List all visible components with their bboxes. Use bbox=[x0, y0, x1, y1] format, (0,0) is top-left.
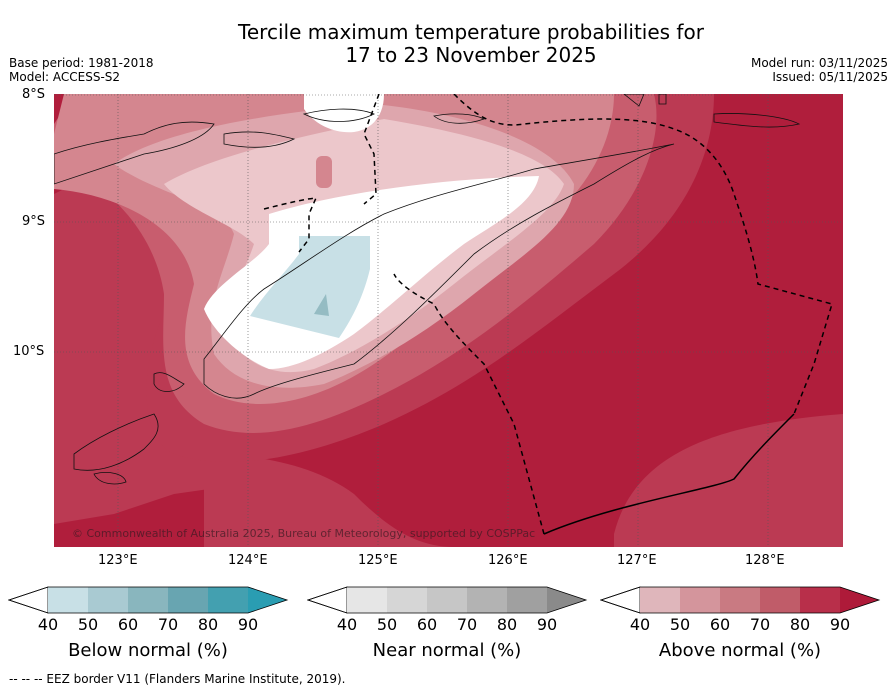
eez-footnote: -- -- -- EEZ border V11 (Flanders Marine… bbox=[9, 672, 346, 686]
cb-near-swatch-3 bbox=[427, 587, 467, 613]
lat-label-10s: 10°S bbox=[13, 344, 45, 359]
cb-below-tick-40: 40 bbox=[37, 615, 59, 634]
cb-below-title: Below normal (%) bbox=[68, 640, 228, 661]
cb-near-swatch-1 bbox=[347, 587, 387, 613]
cb-above-tick-60: 60 bbox=[709, 615, 731, 634]
cb-above-tick-90: 90 bbox=[829, 615, 851, 634]
cb-near-swatch-2 bbox=[387, 587, 427, 613]
colorbar-above bbox=[600, 586, 881, 614]
cb-below-swatch-3 bbox=[128, 587, 168, 613]
cb-below-swatch-6 bbox=[248, 587, 287, 613]
lon-label-128: 128°E bbox=[745, 553, 785, 568]
zone-pocket-60 bbox=[316, 156, 332, 188]
model-run: Model run: 03/11/2025 bbox=[750, 56, 888, 70]
zone-top-white bbox=[304, 94, 384, 133]
lon-label-124: 124°E bbox=[228, 553, 268, 568]
cb-below-swatch-1 bbox=[48, 587, 88, 613]
lon-label-125: 125°E bbox=[358, 553, 398, 568]
lat-label-8s: 8°S bbox=[22, 87, 46, 102]
cb-near-swatch-5 bbox=[507, 587, 547, 613]
zone-below-50 bbox=[250, 236, 370, 338]
cb-near-swatch-4 bbox=[467, 587, 507, 613]
cb-below-swatch-4 bbox=[168, 587, 208, 613]
zone-below-60 bbox=[314, 294, 329, 316]
cb-above-tick-40: 40 bbox=[629, 615, 651, 634]
cb-below-swatch-2 bbox=[88, 587, 128, 613]
cb-below-tick-60: 60 bbox=[117, 615, 139, 634]
cb-near-tick-90: 90 bbox=[536, 615, 558, 634]
model-name: Model: ACCESS-S2 bbox=[9, 70, 121, 84]
copyright-notice: © Commonwealth of Australia 2025, Bureau… bbox=[72, 527, 535, 540]
cb-near-swatch-6 bbox=[547, 587, 586, 613]
cb-below-tick-70: 70 bbox=[157, 615, 179, 634]
cb-above-swatch-5 bbox=[800, 587, 840, 613]
cb-near-tick-50: 50 bbox=[376, 615, 398, 634]
cb-below-tick-50: 50 bbox=[77, 615, 99, 634]
cb-near-tick-70: 70 bbox=[456, 615, 478, 634]
cb-near-title: Near normal (%) bbox=[372, 640, 522, 661]
cb-near-tick-60: 60 bbox=[416, 615, 438, 634]
eez-border bbox=[263, 94, 833, 535]
cb-above-tick-70: 70 bbox=[749, 615, 771, 634]
colorbar-near bbox=[307, 586, 588, 614]
issued-date: Issued: 05/11/2025 bbox=[772, 70, 888, 84]
cb-near-tick-40: 40 bbox=[336, 615, 358, 634]
chart-title-line1: Tercile maximum temperature probabilitie… bbox=[238, 20, 704, 44]
probability-map: © Commonwealth of Australia 2025, Bureau… bbox=[54, 94, 843, 547]
lon-label-126: 126°E bbox=[488, 553, 528, 568]
cb-above-swatch-3 bbox=[720, 587, 760, 613]
lon-label-123: 123°E bbox=[98, 553, 138, 568]
cb-above-tick-50: 50 bbox=[669, 615, 691, 634]
cb-near-tick-80: 80 bbox=[496, 615, 518, 634]
base-period: Base period: 1981-2018 bbox=[9, 56, 154, 70]
cb-below-tick-80: 80 bbox=[197, 615, 219, 634]
cb-above-title: Above normal (%) bbox=[658, 640, 822, 661]
cb-above-swatch-6 bbox=[840, 587, 879, 613]
colorbar-below bbox=[8, 586, 289, 614]
cb-below-swatch-5 bbox=[208, 587, 248, 613]
cb-above-swatch-4 bbox=[760, 587, 800, 613]
zone-south-80 bbox=[204, 454, 454, 547]
cb-above-swatch-2 bbox=[680, 587, 720, 613]
coastlines bbox=[54, 94, 801, 485]
cb-below-tick-90: 90 bbox=[237, 615, 259, 634]
graticule bbox=[54, 94, 843, 547]
lat-label-9s: 9°S bbox=[22, 214, 46, 229]
lon-label-127: 127°E bbox=[617, 553, 657, 568]
chart-title-line2: 17 to 23 November 2025 bbox=[345, 43, 597, 67]
cb-above-swatch-1 bbox=[640, 587, 680, 613]
cb-above-tick-80: 80 bbox=[789, 615, 811, 634]
